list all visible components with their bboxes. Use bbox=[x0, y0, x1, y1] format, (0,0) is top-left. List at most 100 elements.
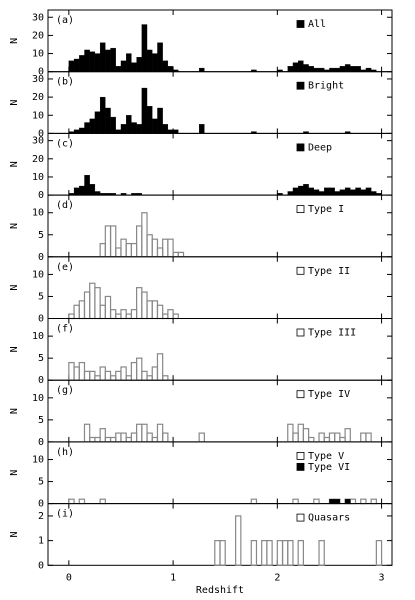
histogram-bar bbox=[126, 115, 132, 134]
histogram-bar bbox=[371, 191, 377, 196]
panel-label: (h) bbox=[56, 447, 74, 458]
histogram-bar bbox=[99, 304, 106, 320]
histogram-bar bbox=[250, 498, 258, 505]
histogram-bar bbox=[89, 51, 96, 72]
y-axis-label: N bbox=[9, 161, 20, 167]
histogram-bar bbox=[199, 67, 205, 72]
histogram-bar bbox=[250, 540, 258, 566]
histogram-bar bbox=[344, 499, 351, 504]
y-tick-label: 10 bbox=[32, 172, 44, 183]
histogram-bar bbox=[334, 432, 341, 443]
panel-label: (g) bbox=[56, 385, 74, 396]
histogram-bar bbox=[115, 66, 122, 72]
histogram-bar bbox=[287, 423, 294, 443]
legend-marker bbox=[296, 390, 305, 399]
histogram-bar bbox=[329, 187, 335, 196]
histogram-bar bbox=[318, 191, 325, 196]
histogram-bar bbox=[83, 423, 91, 443]
histogram-bar bbox=[109, 375, 117, 381]
y-tick-label: 0 bbox=[38, 67, 44, 78]
histogram-bar bbox=[318, 67, 325, 72]
x-tick-label: 3 bbox=[379, 572, 385, 583]
legend-marker bbox=[296, 328, 305, 337]
histogram-bar bbox=[302, 428, 310, 443]
histogram-bar bbox=[329, 67, 335, 72]
histogram-bar bbox=[375, 540, 383, 566]
histogram-bar bbox=[365, 187, 372, 196]
histogram-bar bbox=[323, 436, 331, 443]
histogram-bar bbox=[104, 295, 112, 320]
histogram-bar bbox=[141, 370, 148, 381]
histogram-bar bbox=[120, 124, 127, 134]
histogram-bar bbox=[287, 66, 294, 72]
histogram-bar bbox=[328, 432, 336, 443]
histogram-bar bbox=[167, 238, 174, 258]
histogram-bar bbox=[146, 234, 153, 258]
histogram-bar bbox=[281, 540, 289, 566]
histogram-bar bbox=[167, 309, 174, 320]
histogram-bar bbox=[334, 67, 341, 72]
histogram-bar bbox=[89, 118, 96, 134]
histogram-bar bbox=[136, 287, 143, 320]
histogram-bar bbox=[146, 300, 153, 320]
histogram-bar bbox=[115, 432, 122, 443]
histogram-bar bbox=[167, 66, 174, 72]
x-tick-label: 2 bbox=[274, 572, 280, 583]
histogram-bar bbox=[104, 225, 112, 258]
legend-label: All bbox=[308, 19, 326, 30]
y-tick-label: 20 bbox=[32, 92, 44, 103]
histogram-bar bbox=[130, 242, 138, 258]
x-tick-label: 1 bbox=[170, 572, 176, 583]
histogram-bar bbox=[125, 436, 132, 443]
panel-label: (f) bbox=[56, 324, 74, 335]
panel-label: (d) bbox=[56, 200, 74, 211]
histogram-bar bbox=[318, 540, 325, 566]
histogram-bar bbox=[83, 291, 91, 320]
histogram-bar bbox=[136, 124, 142, 134]
histogram-bar bbox=[110, 116, 116, 134]
legend-label: Type IV bbox=[308, 389, 350, 400]
histogram-bar bbox=[89, 436, 96, 443]
histogram-bar bbox=[162, 432, 169, 443]
histogram-bar bbox=[162, 60, 169, 72]
histogram-bar bbox=[287, 191, 294, 196]
y-axis-label: N bbox=[9, 100, 20, 106]
histogram-bar bbox=[344, 64, 351, 72]
legend-label: Type VI bbox=[308, 462, 350, 473]
histogram-bar bbox=[84, 174, 90, 196]
y-tick-label: 10 bbox=[32, 208, 44, 219]
histogram-bar bbox=[79, 185, 85, 196]
histogram-bar bbox=[162, 313, 169, 320]
histogram-bar bbox=[125, 375, 132, 381]
histogram-bar bbox=[125, 242, 132, 258]
histogram-bar bbox=[365, 67, 372, 72]
panel-label: (e) bbox=[56, 262, 74, 273]
histogram-bar bbox=[146, 375, 153, 381]
histogram-bar bbox=[105, 107, 111, 134]
histogram-bar bbox=[115, 129, 122, 134]
histogram-bar bbox=[350, 189, 356, 196]
legend-marker bbox=[296, 451, 305, 460]
histogram-bar bbox=[94, 436, 101, 443]
histogram-bar bbox=[162, 238, 169, 258]
histogram-bar bbox=[339, 66, 346, 72]
histogram-bar bbox=[172, 129, 179, 134]
y-tick-label: 10 bbox=[32, 49, 44, 60]
histogram-bar bbox=[73, 187, 80, 196]
histogram-bar bbox=[156, 423, 164, 443]
histogram-bar bbox=[146, 49, 153, 72]
histogram-bar bbox=[349, 498, 357, 505]
legend-marker bbox=[296, 205, 305, 214]
legend-label: Bright bbox=[308, 81, 344, 92]
histogram-bar bbox=[94, 375, 101, 381]
histogram-bar bbox=[365, 432, 372, 443]
histogram-bar bbox=[292, 187, 299, 196]
histogram-bar bbox=[298, 185, 304, 196]
histogram-bar bbox=[355, 66, 361, 72]
histogram-bar bbox=[344, 187, 351, 196]
histogram-bar bbox=[94, 111, 101, 134]
histogram-bar bbox=[152, 118, 158, 134]
y-tick-label: 20 bbox=[32, 154, 44, 165]
histogram-bar bbox=[136, 423, 143, 443]
